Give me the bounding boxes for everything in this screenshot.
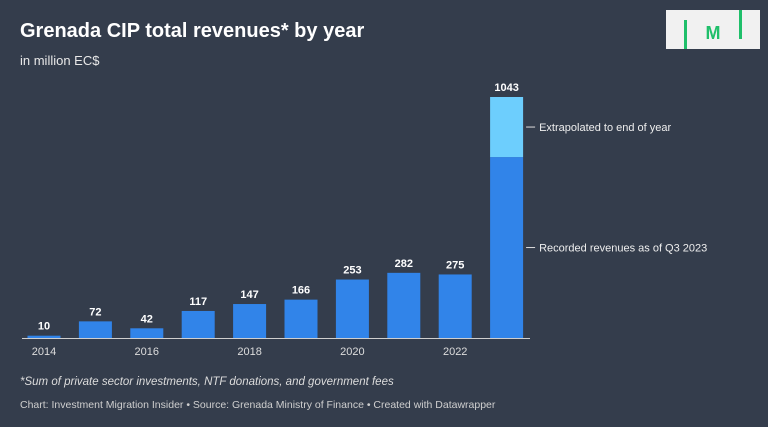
data-label-2019: 166 bbox=[292, 285, 310, 297]
bar-2023-0 bbox=[490, 157, 524, 338]
bar-2019-0 bbox=[284, 299, 318, 338]
footnote: *Sum of private sector investments, NTF … bbox=[20, 376, 394, 388]
bar-2020-0 bbox=[335, 279, 369, 338]
legend-label-0: Recorded revenues as of Q3 2023 bbox=[539, 243, 707, 255]
data-label-2018: 147 bbox=[240, 289, 258, 301]
svg-text:M: M bbox=[706, 23, 721, 43]
bar-2014-0 bbox=[27, 335, 61, 338]
bar-2018-0 bbox=[233, 304, 267, 338]
bar-2023-1 bbox=[490, 97, 524, 158]
data-label-2020: 253 bbox=[343, 265, 361, 277]
chart-subtitle: in million EC$ bbox=[20, 53, 100, 68]
bar-2022-0 bbox=[438, 274, 472, 338]
data-label-2017: 117 bbox=[189, 296, 207, 308]
credit-line: Chart: Investment Migration Insider • So… bbox=[20, 399, 496, 411]
bar-2016-0 bbox=[130, 328, 164, 338]
chart-title: Grenada CIP total revenues* by year bbox=[20, 20, 365, 42]
x-tick-2022: 2022 bbox=[443, 346, 467, 358]
bar-chart: 10 2014 72 42 2016 117 147 2018 166 253 2020 282 275… bbox=[22, 82, 707, 358]
data-label-2016: 42 bbox=[141, 313, 153, 325]
x-tick-2016: 2016 bbox=[135, 346, 159, 358]
data-label-2023: 1043 bbox=[494, 82, 518, 94]
data-label-2022: 275 bbox=[446, 259, 464, 271]
x-tick-2020: 2020 bbox=[340, 346, 364, 358]
bar-2021-0 bbox=[387, 272, 421, 338]
x-tick-2018: 2018 bbox=[237, 346, 261, 358]
data-label-2014: 10 bbox=[38, 321, 50, 333]
imi-logo: M bbox=[666, 10, 760, 49]
data-label-2021: 282 bbox=[395, 258, 413, 270]
x-tick-2014: 2014 bbox=[32, 346, 56, 358]
bar-2017-0 bbox=[181, 310, 215, 338]
data-label-2015: 72 bbox=[89, 306, 101, 318]
legend-label-1: Extrapolated to end of year bbox=[539, 122, 671, 134]
bar-2015-0 bbox=[78, 321, 112, 338]
